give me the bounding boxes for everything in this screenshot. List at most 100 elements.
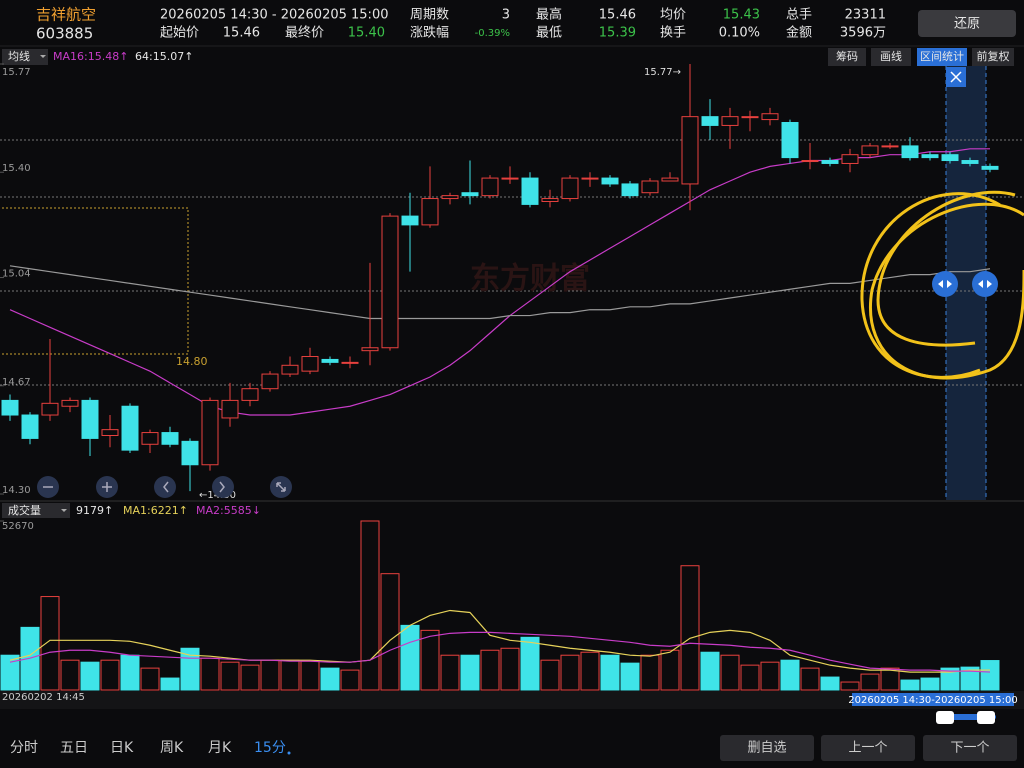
- volume-bar: [60, 659, 80, 691]
- stock-code: 603885: [36, 25, 93, 43]
- volume-label: 9179↑: [76, 504, 113, 517]
- action-label: 上一个: [848, 741, 887, 756]
- volume-bar: [460, 654, 480, 691]
- annotation: 14.80: [176, 355, 208, 368]
- candle-body: [441, 195, 459, 200]
- candle-body: [161, 432, 179, 445]
- range-handle[interactable]: [972, 271, 998, 297]
- y-tick-label: 52670: [2, 521, 34, 532]
- field-value: 0.10%: [719, 26, 760, 41]
- close-icon: [950, 71, 962, 83]
- volume-bar: [580, 651, 600, 691]
- action-button[interactable]: [821, 735, 915, 761]
- restore-button[interactable]: [918, 10, 1016, 37]
- dropdown-arrow: [40, 55, 46, 58]
- range-handle[interactable]: [932, 271, 958, 297]
- volume-bar: [980, 660, 1000, 691]
- scroll-left[interactable]: [154, 476, 176, 498]
- volume-bar: [280, 659, 300, 691]
- volume-bar: [640, 654, 660, 691]
- volume-bar: [180, 647, 200, 691]
- toolbar-button-label: 区间统计: [920, 50, 964, 63]
- volume-ma-line: [9, 609, 991, 673]
- candle-body: [241, 388, 259, 401]
- volume-bar: [660, 649, 680, 691]
- toolbar-button[interactable]: [871, 48, 911, 66]
- slider-handle[interactable]: [977, 711, 995, 724]
- volume-selector[interactable]: [2, 503, 70, 518]
- candle-body: [421, 198, 439, 226]
- volume-bar: [120, 654, 140, 691]
- ma-selector-label: 均线: [8, 49, 30, 63]
- volume-bar: [360, 520, 380, 691]
- candle-body: [661, 177, 679, 182]
- volume-bar: [820, 676, 840, 691]
- y-tick-label: 15.40: [2, 163, 31, 174]
- field-label: 涨跌幅: [410, 25, 449, 41]
- candle-body: [701, 116, 719, 126]
- volume-bar: [560, 654, 580, 691]
- ma-line: [9, 265, 991, 320]
- action-button[interactable]: [720, 735, 814, 761]
- candle-body: [1, 399, 19, 416]
- field-label: 金额: [786, 25, 812, 41]
- volume-bar: [960, 666, 980, 691]
- field-label: 换手: [660, 26, 686, 41]
- volume-bar: [880, 667, 900, 691]
- time-selection-bg: [852, 693, 1014, 706]
- volume-bar: [200, 657, 220, 691]
- candle-body: [141, 432, 159, 445]
- action-label: 删自选: [747, 741, 786, 756]
- field-label: 总手: [786, 8, 812, 23]
- period-tab[interactable]: 15分: [254, 740, 286, 756]
- candle-body: [181, 440, 199, 466]
- candle-body: [61, 399, 79, 407]
- candle-body: [961, 160, 979, 164]
- candle-body: [361, 347, 379, 352]
- volume-bar: [500, 647, 520, 691]
- period-tab[interactable]: 日K: [110, 740, 134, 756]
- volume-bar: [480, 649, 500, 691]
- candle-body: [721, 116, 739, 126]
- period-tab[interactable]: 月K: [208, 740, 232, 756]
- toolbar-button[interactable]: [972, 48, 1014, 66]
- volume-bar: [680, 565, 700, 691]
- watermark: 东方财富: [470, 262, 590, 297]
- level-lines: [0, 139, 1024, 386]
- toolbar-button[interactable]: [828, 48, 866, 66]
- field-label: 均价: [660, 8, 686, 23]
- field-value: 15.46: [599, 8, 636, 23]
- volume-bar: [40, 596, 60, 691]
- candle-body: [261, 373, 279, 390]
- range: 20260205 14:30 - 20260205 15:00: [160, 8, 388, 23]
- field-value: 15.43: [723, 8, 760, 23]
- candle-body: [221, 399, 239, 419]
- ma-selector[interactable]: [2, 49, 48, 65]
- volume-bar: [620, 662, 640, 691]
- stock-name: 吉祥航空: [36, 6, 96, 24]
- field-value: -0.39%: [475, 28, 510, 39]
- volume-bar: [300, 660, 320, 691]
- candle-body: [201, 399, 219, 466]
- volume-bar: [80, 661, 100, 691]
- period-tab[interactable]: 分时: [10, 740, 38, 756]
- candle-body: [741, 116, 759, 119]
- candle-body: [801, 160, 819, 163]
- volume-bar: [840, 681, 860, 691]
- scroll-right[interactable]: [212, 476, 234, 498]
- volume-bar: [700, 651, 720, 691]
- volume-bar: [100, 659, 120, 691]
- volume-bar: [240, 664, 260, 691]
- candle-body: [781, 122, 799, 159]
- period-tab[interactable]: 五日: [60, 740, 88, 756]
- period-tab[interactable]: 周K: [160, 740, 184, 756]
- action-button[interactable]: [923, 735, 1017, 761]
- time-selection: 20260205 14:30-20260205 15:00: [848, 695, 1017, 706]
- slider-handle[interactable]: [936, 711, 954, 724]
- handle-arrows: [938, 280, 992, 288]
- candle-body: [21, 414, 39, 439]
- volume-bar: [760, 661, 780, 691]
- restore-label: 还原: [954, 17, 980, 32]
- toolbar-button[interactable]: [917, 48, 967, 66]
